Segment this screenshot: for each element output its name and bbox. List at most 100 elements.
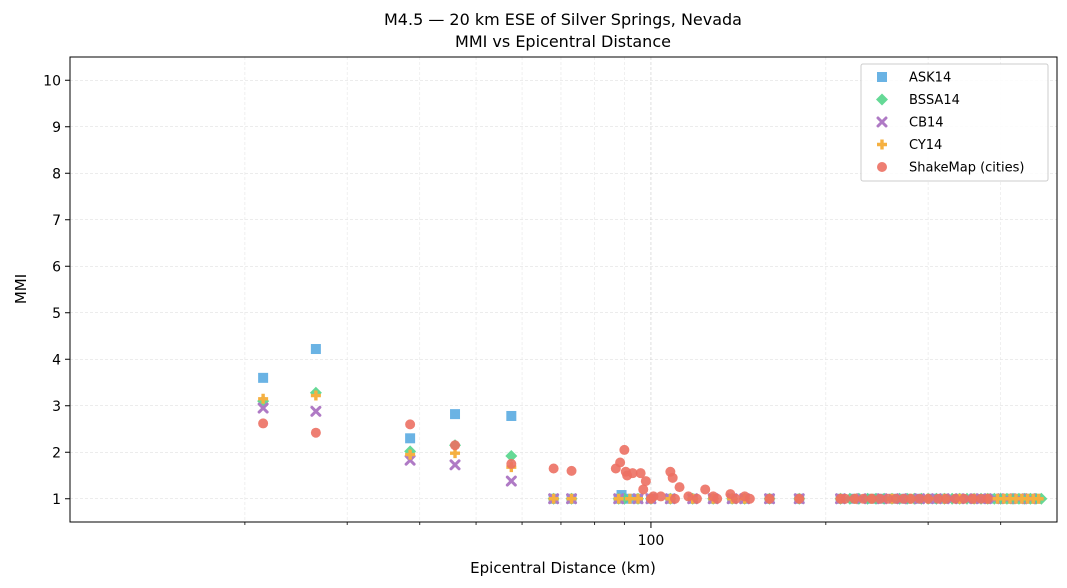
circle-marker	[700, 484, 711, 495]
data-point	[764, 493, 775, 504]
data-point	[506, 410, 517, 421]
x-marker	[404, 454, 416, 466]
x-marker	[876, 116, 888, 128]
circle-marker	[794, 493, 805, 504]
data-point	[883, 493, 894, 504]
plus-marker	[877, 139, 887, 150]
data-point	[638, 484, 649, 495]
circle-marker	[640, 476, 651, 487]
data-point	[566, 493, 577, 504]
legend-item: CB14	[876, 116, 944, 131]
data-point	[914, 493, 925, 504]
y-tick-label: 2	[52, 445, 61, 461]
data-point	[405, 449, 416, 460]
data-point	[890, 493, 901, 504]
plus-marker	[1033, 493, 1044, 504]
legend-item: ShakeMap (cities)	[877, 161, 1024, 176]
diamond-marker	[876, 93, 888, 106]
data-point	[645, 493, 656, 504]
circle-marker	[627, 468, 638, 479]
plus-marker	[548, 493, 559, 504]
data-point	[258, 418, 269, 429]
circle-marker	[615, 457, 626, 468]
data-point	[310, 390, 321, 401]
data-point	[615, 457, 626, 468]
diamond-marker	[505, 449, 518, 462]
circle-marker	[638, 484, 649, 495]
circle-marker	[667, 472, 678, 483]
legend-label: ASK14	[909, 71, 951, 86]
circle-marker	[866, 493, 877, 504]
legend-marker	[877, 72, 887, 82]
plus-marker	[566, 493, 577, 504]
circle-marker	[967, 493, 978, 504]
legend-marker	[877, 162, 887, 172]
data-point	[449, 459, 461, 471]
data-point	[794, 493, 805, 504]
data-point	[640, 476, 651, 487]
circle-marker	[933, 493, 944, 504]
plot-frame	[69, 56, 1058, 523]
circle-marker	[764, 493, 775, 504]
circle-marker	[914, 493, 925, 504]
data-point	[310, 344, 321, 355]
data-point	[683, 491, 694, 502]
circle-marker	[635, 468, 646, 479]
circle-marker	[950, 493, 961, 504]
data-point	[258, 393, 269, 404]
data-point	[548, 463, 559, 474]
data-point	[632, 493, 643, 504]
y-tick-label: 10	[43, 73, 61, 89]
legend-marker	[876, 93, 888, 106]
data-point	[982, 493, 993, 504]
data-point	[905, 493, 916, 504]
circle-marker	[619, 444, 630, 455]
legend-label: ShakeMap (cities)	[909, 161, 1024, 176]
y-tick-label: 7	[52, 213, 61, 229]
data-points	[257, 344, 1048, 505]
square-marker	[506, 410, 517, 421]
data-point	[627, 468, 638, 479]
legend-marker	[877, 139, 887, 150]
data-point	[505, 475, 517, 487]
x-axis-label: Epicentral Distance (km)	[470, 559, 656, 577]
x-marker	[449, 459, 461, 471]
y-tick-label: 1	[52, 492, 61, 508]
square-marker	[405, 433, 416, 444]
data-point	[700, 484, 711, 495]
circle-marker	[744, 493, 755, 504]
data-point	[923, 493, 934, 504]
circle-marker	[883, 493, 894, 504]
circle-marker	[548, 463, 559, 474]
circle-marker	[877, 162, 887, 172]
plus-marker	[310, 390, 321, 401]
data-point	[613, 493, 624, 504]
square-marker	[258, 372, 269, 383]
data-point	[405, 419, 416, 430]
circle-marker	[258, 418, 269, 429]
data-point	[548, 493, 559, 504]
y-tick-label: 4	[52, 352, 61, 368]
data-point	[967, 493, 978, 504]
chart-subtitle: MMI vs Epicentral Distance	[455, 32, 671, 51]
data-point	[950, 493, 961, 504]
x-tick-label: 100	[638, 533, 665, 549]
y-tick-label: 8	[52, 166, 61, 182]
data-point	[840, 493, 851, 504]
legend: ASK14 BSSA14 CB14 CY14 ShakeMap (cities)	[860, 63, 1049, 182]
circle-marker	[566, 465, 577, 476]
circle-marker	[683, 491, 694, 502]
plus-marker	[258, 393, 269, 404]
data-point	[667, 472, 678, 483]
circle-marker	[923, 493, 934, 504]
x-marker	[257, 402, 269, 414]
legend-label: BSSA14	[909, 93, 960, 108]
data-point	[404, 454, 416, 466]
plus-marker	[613, 493, 624, 504]
data-point	[959, 493, 970, 504]
circle-marker	[959, 493, 970, 504]
data-point	[655, 491, 666, 502]
data-point	[940, 493, 951, 504]
legend-item: CY14	[877, 138, 942, 153]
